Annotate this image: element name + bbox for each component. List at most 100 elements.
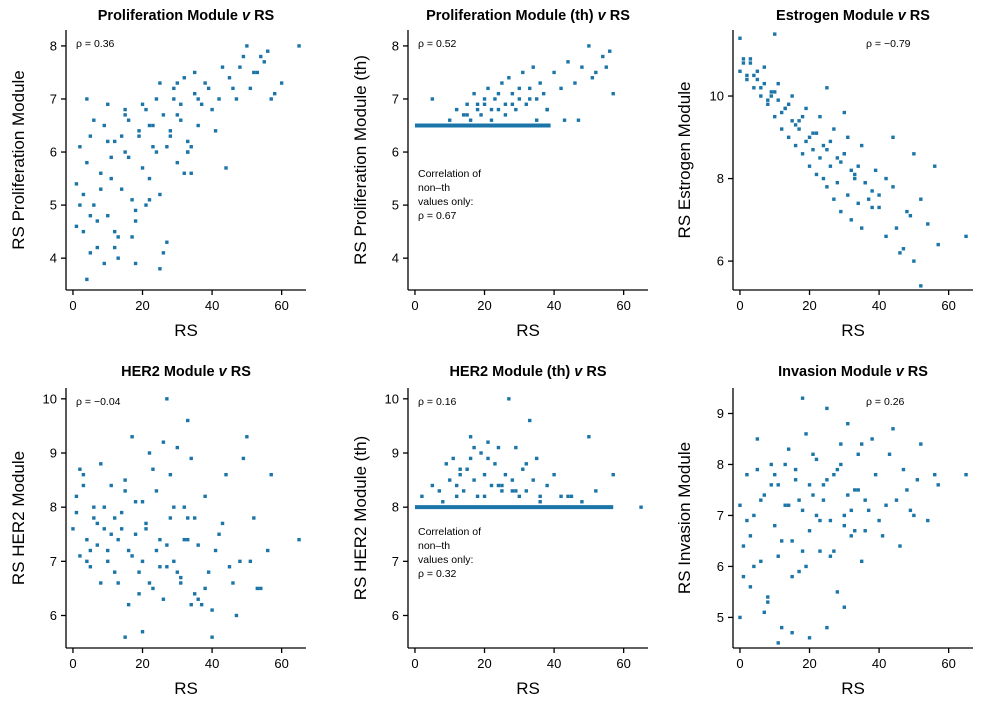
data-point bbox=[165, 543, 169, 547]
data-point bbox=[559, 86, 563, 91]
data-point bbox=[468, 456, 473, 461]
data-point bbox=[116, 256, 120, 260]
data-point bbox=[842, 513, 847, 518]
data-point bbox=[85, 160, 89, 165]
data-point bbox=[825, 185, 829, 189]
data-point bbox=[877, 193, 881, 197]
data-point bbox=[594, 70, 598, 75]
data-point bbox=[238, 559, 242, 564]
data-point bbox=[887, 452, 892, 456]
data-point bbox=[95, 521, 100, 526]
data-point bbox=[800, 549, 805, 553]
data-point bbox=[828, 518, 833, 523]
data-point bbox=[773, 90, 777, 94]
data-point bbox=[769, 94, 773, 98]
data-point bbox=[475, 102, 480, 106]
data-point bbox=[158, 267, 162, 271]
x-tick-label: 0 bbox=[411, 298, 418, 313]
data-point bbox=[430, 97, 435, 101]
data-point bbox=[269, 472, 273, 477]
data-point bbox=[797, 498, 801, 502]
data-point bbox=[908, 214, 913, 218]
chart-title-part: RS bbox=[227, 364, 252, 380]
data-point bbox=[248, 86, 253, 91]
data-point bbox=[465, 113, 469, 117]
data-point bbox=[766, 102, 770, 106]
data-point bbox=[587, 44, 591, 48]
data-point bbox=[877, 518, 881, 523]
data-point bbox=[454, 107, 459, 112]
data-point bbox=[123, 107, 127, 112]
data-point bbox=[755, 437, 760, 441]
data-point bbox=[74, 494, 79, 499]
data-point bbox=[573, 81, 577, 85]
y-tick-label: 10 bbox=[385, 391, 399, 406]
scatter-panel-4: HER2 Module v RS 0 20 40 60 6 7 8 9 10 RS RS HER2 M… bbox=[9, 364, 306, 698]
data-point bbox=[182, 537, 186, 542]
data-point bbox=[531, 478, 535, 482]
data-point bbox=[814, 131, 819, 135]
data-point bbox=[179, 575, 183, 580]
data-point bbox=[503, 472, 508, 477]
data-point bbox=[814, 513, 819, 518]
data-point bbox=[534, 97, 539, 101]
x-tick-label: 20 bbox=[477, 656, 491, 671]
data-point bbox=[741, 574, 746, 579]
data-point bbox=[161, 113, 166, 117]
data-point bbox=[835, 156, 840, 160]
data-point bbox=[192, 91, 197, 96]
data-point bbox=[738, 503, 742, 507]
data-point bbox=[172, 505, 176, 509]
data-point bbox=[252, 70, 256, 75]
note-annotation: values only: bbox=[418, 554, 473, 566]
data-point bbox=[849, 508, 853, 513]
data-point bbox=[587, 435, 591, 439]
data-point bbox=[154, 97, 159, 101]
data-point bbox=[741, 57, 746, 61]
y-tick-label: 8 bbox=[50, 38, 57, 53]
data-point bbox=[154, 150, 159, 154]
data-point bbox=[186, 418, 190, 423]
data-point bbox=[479, 113, 483, 117]
data-point bbox=[140, 630, 145, 634]
data-point bbox=[762, 65, 767, 69]
data-point bbox=[106, 139, 110, 144]
data-point bbox=[898, 544, 902, 548]
x-tick-label: 40 bbox=[205, 298, 219, 313]
y-tick-label: 4 bbox=[50, 251, 57, 266]
data-point bbox=[106, 559, 110, 564]
x-tick-label: 40 bbox=[547, 298, 561, 313]
data-point bbox=[172, 559, 176, 564]
data-point bbox=[769, 462, 773, 467]
note-annotation: Correlation of bbox=[418, 526, 481, 538]
data-point bbox=[461, 489, 466, 493]
data-point bbox=[818, 518, 822, 523]
data-point bbox=[472, 445, 476, 450]
data-point bbox=[863, 529, 867, 533]
data-point bbox=[147, 581, 152, 585]
x-tick-label: 20 bbox=[135, 298, 149, 313]
data-point bbox=[873, 168, 878, 173]
data-point bbox=[430, 483, 435, 488]
data-point bbox=[804, 106, 808, 111]
data-point bbox=[175, 570, 180, 574]
data-point bbox=[500, 489, 504, 493]
data-point bbox=[752, 73, 756, 78]
data-point bbox=[238, 65, 242, 69]
data-point bbox=[842, 523, 847, 528]
data-point bbox=[919, 284, 923, 288]
data-point bbox=[776, 81, 780, 86]
data-point bbox=[926, 222, 930, 226]
data-point bbox=[804, 564, 808, 569]
data-point bbox=[109, 532, 113, 536]
data-point bbox=[538, 500, 542, 504]
data-point bbox=[255, 70, 260, 75]
data-point bbox=[873, 472, 878, 477]
data-point bbox=[189, 171, 193, 175]
data-point bbox=[776, 554, 780, 558]
data-point bbox=[161, 597, 166, 601]
data-point bbox=[88, 251, 93, 255]
data-point bbox=[849, 168, 853, 173]
chart-title-italic: v bbox=[574, 364, 583, 380]
